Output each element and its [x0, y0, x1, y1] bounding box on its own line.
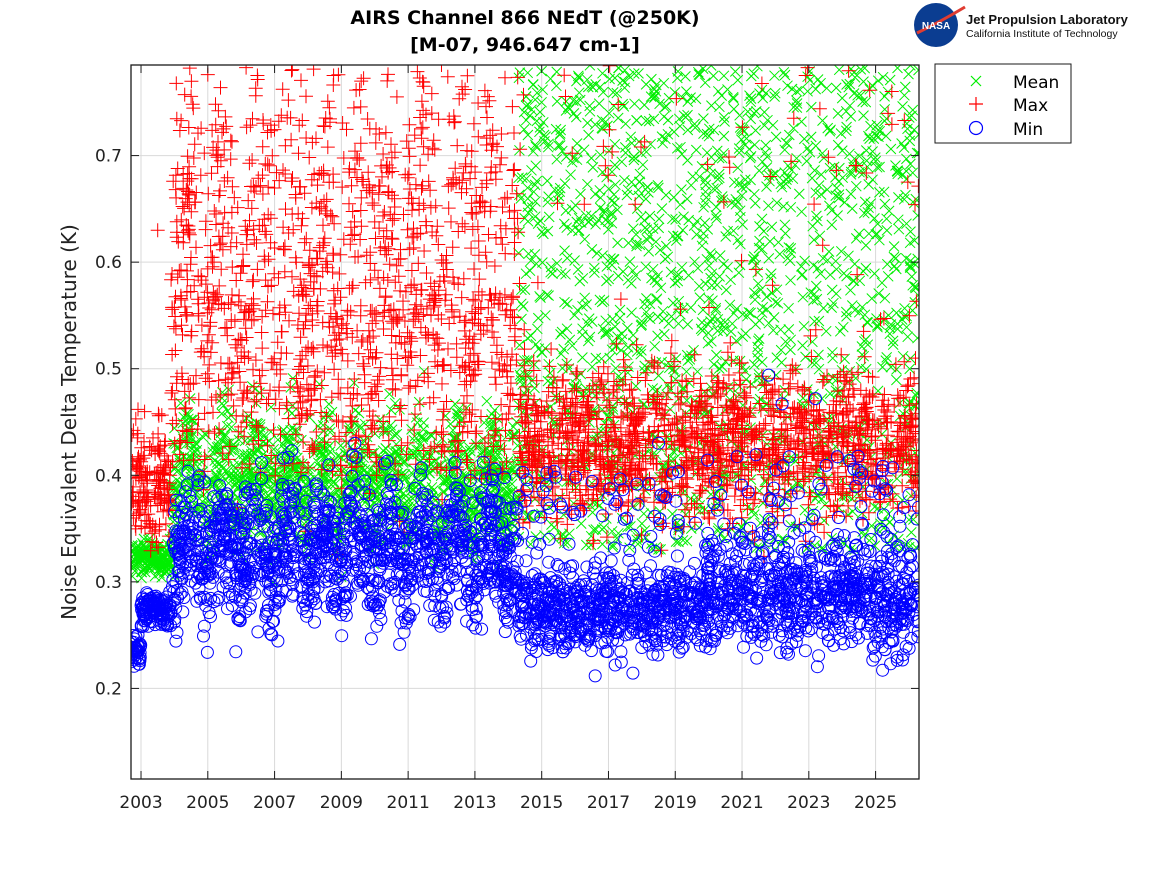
mean-point — [156, 561, 168, 573]
mean-point — [385, 404, 397, 416]
mean-point — [226, 421, 237, 433]
mean-point — [163, 557, 174, 568]
mean-point — [137, 549, 149, 561]
mean-point — [391, 428, 403, 440]
mean-point — [436, 433, 448, 445]
mean-point — [477, 433, 489, 445]
mean-point — [345, 426, 357, 437]
mean-point — [321, 479, 332, 491]
mean-point — [163, 559, 175, 571]
mean-point — [398, 470, 409, 482]
mean-point — [381, 425, 393, 437]
mean-point — [145, 556, 157, 568]
mean-point — [149, 557, 161, 569]
mean-point — [145, 558, 157, 569]
mean-point — [131, 560, 141, 572]
mean-point — [146, 543, 158, 555]
chart-title-line-1: AIRS Channel 866 NEdT (@250K) — [350, 7, 699, 29]
mean-point — [396, 468, 408, 480]
mean-point — [413, 396, 425, 408]
mean-point — [149, 570, 161, 582]
mean-point — [265, 426, 277, 438]
mean-point — [440, 410, 451, 422]
mean-point — [154, 567, 165, 579]
mean-point — [131, 539, 138, 551]
chart-title-line-2: [M-07, 946.647 cm-1] — [410, 34, 640, 56]
mean-point — [131, 557, 141, 569]
mean-point — [131, 571, 138, 582]
nasa-emblem-text: NASA — [922, 21, 950, 32]
mean-point — [306, 478, 318, 490]
logo-line-1: Jet Propulsion Laboratory — [966, 12, 1129, 27]
logo-line-2: California Institute of Technology — [966, 28, 1118, 40]
nasa-swoosh-icon — [916, 5, 966, 35]
jpl-logo: NASA Jet Propulsion Laboratory Californi… — [914, 3, 1129, 47]
mean-point — [389, 429, 400, 441]
mean-point — [329, 455, 340, 467]
mean-point — [131, 562, 138, 574]
mean-point — [481, 395, 493, 407]
mean-point — [314, 378, 325, 390]
mean-point — [214, 424, 226, 436]
mean-point — [139, 566, 151, 578]
